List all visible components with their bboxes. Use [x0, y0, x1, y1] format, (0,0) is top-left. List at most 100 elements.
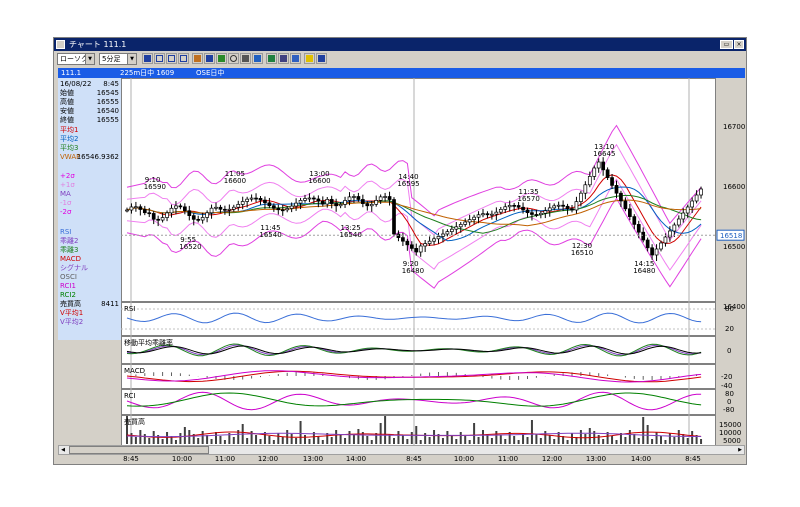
candle-body: [142, 209, 147, 214]
time-tick-label: 8:45: [123, 455, 139, 463]
candle-body: [663, 236, 668, 244]
price-chart[interactable]: 16700166001650016400165189:10165909:5516…: [121, 78, 746, 446]
candle-body: [303, 198, 307, 201]
volume-bar: [490, 438, 493, 444]
chart-type-select[interactable]: ローソク ▼: [57, 53, 95, 65]
volume-bar: [437, 434, 440, 444]
volume-bar: [459, 432, 462, 444]
candle-body: [218, 206, 223, 210]
close-icon[interactable]: ×: [734, 40, 744, 49]
time-tick-label: 11:00: [214, 455, 236, 463]
chevron-down-icon[interactable]: ▼: [85, 54, 94, 64]
scroll-right-icon[interactable]: ▶: [738, 447, 742, 453]
volume-bar: [464, 436, 467, 444]
annotation-time: 13:00: [309, 170, 329, 178]
volume-bar: [339, 434, 342, 444]
volume-bar: [606, 432, 609, 444]
settings-icon[interactable]: [252, 53, 263, 64]
candle-body: [427, 240, 432, 244]
dev3-label: 乖離3: [60, 246, 79, 254]
vol-panel-label: 売買高: [124, 417, 145, 426]
volume-bar: [161, 439, 164, 444]
horizontal-scrollbar[interactable]: ◀ ▶: [58, 445, 745, 455]
annotation-time: 9:10: [145, 176, 161, 184]
macd-tick-label: -20: [721, 373, 732, 381]
candle-body: [628, 208, 632, 217]
candle-body: [165, 212, 169, 218]
signal-label: シグナル: [60, 264, 88, 272]
restore-icon[interactable]: ▭: [720, 40, 733, 49]
candle-body: [383, 196, 387, 198]
print-icon[interactable]: [316, 53, 327, 64]
candle-body: [436, 236, 441, 240]
volume-bar: [419, 440, 422, 444]
candle-body: [401, 237, 405, 242]
time-tick-label: 12:00: [541, 455, 563, 463]
candle-body: [605, 169, 610, 178]
candle-body: [285, 208, 290, 211]
erase-icon[interactable]: [290, 53, 301, 64]
cross-button[interactable]: [216, 53, 227, 64]
layout1-button[interactable]: [154, 53, 165, 64]
annotation-time: 13:25: [341, 224, 361, 232]
candle-body: [338, 204, 343, 207]
layout2-button[interactable]: [166, 53, 177, 64]
annotation-time: 14:15: [634, 260, 654, 268]
chart-area[interactable]: 16700 16600 16500 16400 16518 9:10 16590 9:55 16…: [121, 78, 746, 454]
volume-bar: [468, 440, 471, 444]
candle-body: [387, 196, 392, 200]
annotation-price: 16600: [308, 177, 330, 185]
search-icon[interactable]: [304, 53, 315, 64]
rsi-label: RSI: [60, 228, 72, 236]
rci-panel-label: RCI: [124, 392, 135, 400]
interval-select[interactable]: 5分足 ▼: [99, 53, 137, 65]
volume-bar: [255, 435, 258, 444]
trend-button[interactable]: [204, 53, 215, 64]
volume-bar: [384, 416, 387, 444]
zoom-icon[interactable]: [228, 53, 239, 64]
volume-bar: [410, 432, 413, 444]
chart-window: チャート 111.1 ▭ × ローソク ▼ 5分足 ▼ 111.1 225m日中…: [53, 37, 747, 465]
vwap-line: [126, 199, 702, 227]
candle-body: [361, 199, 365, 204]
indicator-button[interactable]: [192, 53, 203, 64]
time-tick-label: 10:00: [453, 455, 475, 463]
band-minus2-line: [126, 197, 702, 289]
volume-bar: [397, 431, 400, 444]
volume-bar: [526, 437, 529, 444]
current-price-label: 16518: [720, 232, 742, 240]
high-row: 高値 16555: [60, 98, 119, 106]
rsi-line: [126, 312, 702, 324]
candle-body: [369, 203, 374, 207]
interval-value: 5分足: [102, 55, 121, 63]
candle-body: [445, 231, 450, 235]
candle-body: [352, 196, 356, 198]
price-tick-label: 16500: [723, 243, 745, 251]
scroll-left-icon[interactable]: ◀: [61, 447, 65, 453]
volume-bar: [393, 438, 395, 444]
candle-body: [423, 243, 427, 247]
grid-button[interactable]: [240, 53, 251, 64]
candle-style-button[interactable]: [142, 53, 153, 64]
annotation-price: 16590: [144, 183, 166, 191]
layout3-button[interactable]: [178, 53, 189, 64]
data-panel: 16/08/22 8:45 始値 16545 高値 16555 安値 16540 終値…: [58, 78, 122, 340]
candle-body: [463, 221, 468, 225]
volume-bar: [682, 434, 685, 444]
candle-body: [365, 203, 370, 207]
volume-bar: [352, 435, 355, 444]
volume-bar: [174, 440, 177, 444]
pen-icon[interactable]: [266, 53, 277, 64]
candle-body: [668, 230, 672, 238]
title-bar: チャート 111.1 ▭ ×: [54, 38, 746, 51]
annotation-time: 11:05: [225, 170, 245, 178]
candle-body: [507, 204, 512, 208]
candle-body: [583, 184, 588, 194]
dev2-label: 乖離2: [60, 237, 79, 245]
candle-body: [187, 210, 192, 216]
chevron-down-icon[interactable]: ▼: [127, 54, 136, 64]
scroll-thumb[interactable]: [69, 446, 209, 454]
candle-body: [458, 224, 463, 228]
candle-body: [472, 216, 476, 220]
cursor-icon[interactable]: [278, 53, 289, 64]
